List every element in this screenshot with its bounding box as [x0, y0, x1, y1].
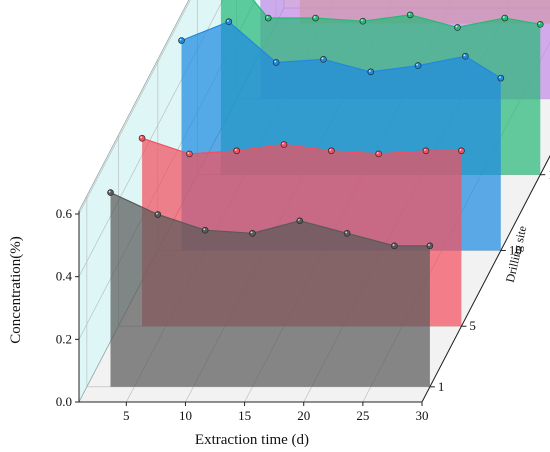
series-5-point [328, 147, 335, 155]
wall-gridline [78, 0, 191, 215]
y-tick-label: 0.6 [56, 206, 73, 221]
point-highlight [416, 63, 419, 66]
point-highlight [140, 136, 143, 139]
series-1-point [107, 189, 114, 196]
point-highlight [227, 19, 229, 22]
series-15-point [312, 14, 319, 22]
series-5-line [141, 137, 462, 155]
point-highlight [234, 148, 237, 151]
chart-series [107, 0, 550, 387]
z-tick-label: 1 [438, 379, 445, 394]
point-highlight [329, 148, 332, 151]
z-tick-label: 5 [469, 318, 476, 333]
series-10-point [178, 37, 185, 44]
series-1-point [296, 217, 304, 225]
series-15-point [406, 11, 414, 19]
z-axis-line [421, 154, 550, 403]
series-1-point [391, 242, 398, 250]
x-tick-label: 10 [179, 408, 192, 423]
series-15-point [454, 24, 461, 31]
series-5-point [280, 141, 288, 148]
series-10-point [367, 68, 375, 76]
x-tick-label: 20 [297, 408, 310, 423]
point-highlight [499, 76, 501, 79]
series-10-point [414, 62, 422, 69]
x-tick-label: 30 [416, 408, 429, 423]
point-highlight [345, 231, 348, 234]
point-highlight [313, 16, 316, 19]
point-highlight [408, 13, 411, 15]
series-1-point [249, 230, 256, 237]
point-highlight [455, 25, 458, 28]
series-5-point [138, 134, 146, 142]
series-10-point [272, 59, 280, 66]
point-highlight [156, 212, 158, 215]
y-tick-label: 0.4 [56, 269, 73, 284]
series-15-line [252, 0, 541, 29]
x-tick-label: 25 [356, 408, 369, 423]
series-10-point [462, 52, 469, 60]
point-highlight [321, 57, 324, 60]
point-highlight [428, 244, 430, 246]
series-1-point [426, 242, 434, 250]
point-highlight [266, 16, 269, 19]
point-highlight [368, 70, 371, 72]
point-highlight [392, 244, 395, 246]
point-highlight [179, 38, 182, 41]
series-5-point [233, 147, 240, 155]
series-5-point [375, 150, 382, 158]
series-5-point [186, 150, 193, 158]
point-highlight [250, 231, 253, 234]
series-5-point [422, 147, 430, 155]
series-15-point [264, 14, 272, 22]
y-axis-label: Concentration(%) [8, 236, 24, 343]
point-highlight [361, 19, 363, 22]
point-highlight [187, 152, 190, 154]
series-1-area [110, 192, 430, 387]
y-tick-label: 0.2 [56, 331, 72, 346]
series-10-point [225, 18, 233, 26]
point-highlight [108, 190, 111, 193]
point-highlight [297, 218, 300, 221]
series-10-line [181, 21, 502, 79]
series-15-point [536, 20, 544, 28]
point-highlight [203, 228, 206, 231]
series-1-line [110, 192, 430, 247]
z-tick-label: 10 [509, 242, 522, 257]
point-highlight [538, 22, 541, 25]
x-tick-label: 15 [238, 408, 251, 423]
series-1-point [154, 211, 162, 218]
series-15-point [501, 14, 509, 22]
point-highlight [274, 60, 277, 63]
point-highlight [424, 148, 426, 151]
point-highlight [282, 142, 285, 145]
x-axis-label: Extraction time (d) [195, 432, 309, 448]
point-highlight [459, 148, 462, 151]
point-highlight [463, 54, 466, 57]
series-1-point [201, 226, 209, 234]
series-5-point [458, 147, 465, 155]
series-15-point [359, 17, 367, 25]
y-tick-label: 0.0 [56, 394, 72, 409]
point-highlight [502, 16, 505, 19]
series-1-point [343, 230, 351, 237]
series-10-point [320, 56, 327, 63]
x-tick-label: 5 [123, 408, 130, 423]
point-highlight [376, 152, 379, 154]
series-10-point [497, 74, 505, 82]
z-tick-label: 15 [548, 167, 550, 182]
